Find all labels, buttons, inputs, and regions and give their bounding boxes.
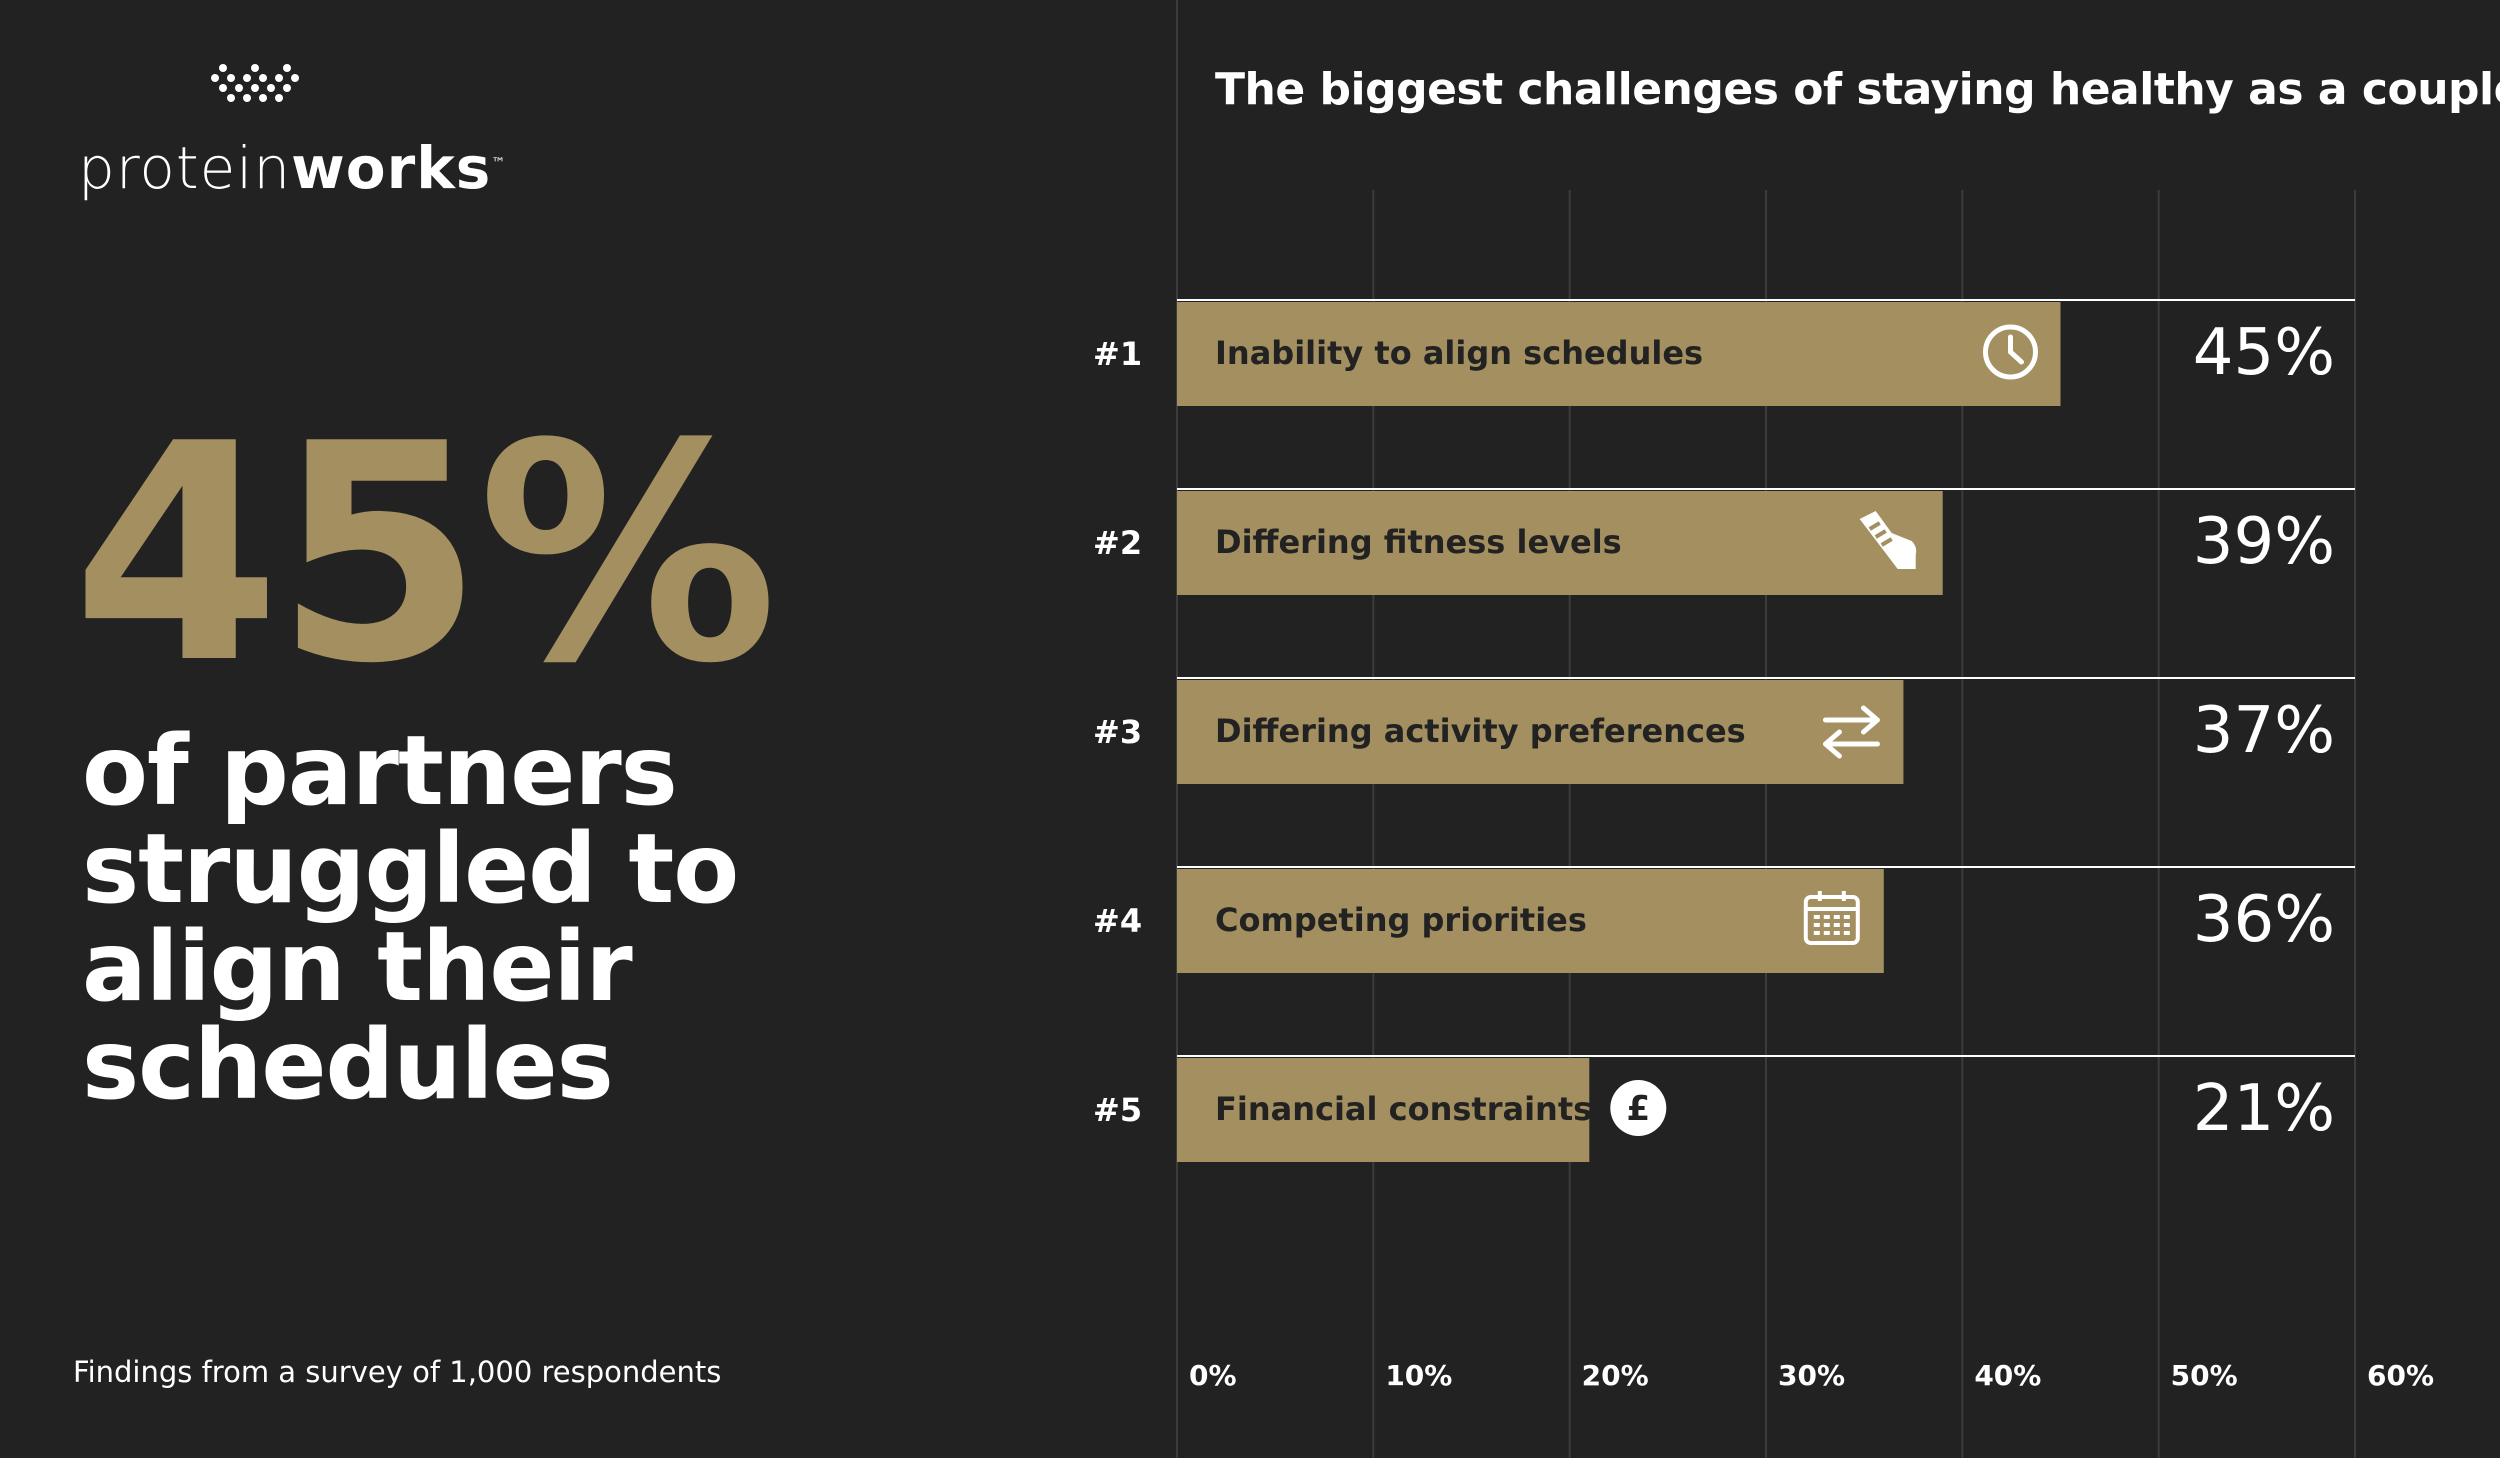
brand-logo: proteinworks™ — [78, 64, 505, 214]
x-tick-label: 0% — [1189, 1359, 1237, 1392]
swap-arrows-icon — [1822, 705, 1880, 759]
bar — [1177, 302, 2061, 406]
headline-stat: 45% — [72, 380, 778, 729]
x-tick-label: 60% — [2367, 1359, 2434, 1392]
bar-label: Differing fitness levels — [1215, 523, 1622, 561]
bar-label: Inability to align schedules — [1215, 334, 1703, 372]
bar — [1177, 680, 1904, 784]
value-label: 21% — [2193, 1072, 2335, 1146]
rank-label: #5 — [1093, 1091, 1142, 1129]
rank-label: #1 — [1093, 335, 1142, 373]
brand-name-light: protein — [78, 134, 292, 202]
brand-name-bold: works — [291, 134, 492, 202]
rank-label: #4 — [1093, 902, 1142, 940]
bar — [1177, 491, 1943, 595]
calendar-icon — [1803, 891, 1860, 945]
value-label: 45% — [2193, 316, 2335, 390]
bar-label: Differing activity preferences — [1215, 712, 1746, 750]
brand-wordmark: proteinworks™ — [78, 134, 506, 202]
rank-label: #2 — [1093, 524, 1142, 562]
rank-label: #3 — [1093, 713, 1142, 751]
headline-text: of partners struggled to align their sch… — [82, 715, 739, 1121]
logo-dots-icon — [211, 64, 299, 102]
x-tick-label: 50% — [2171, 1359, 2238, 1392]
chart-title: The biggest challenges of staying health… — [1215, 64, 2500, 115]
bar-label: Competing priorities — [1215, 901, 1587, 939]
clock-icon — [1983, 324, 2038, 380]
survey-footnote: Findings from a survey of 1,000 responde… — [73, 1355, 722, 1389]
x-tick-label: 20% — [1582, 1359, 1649, 1392]
brand-trademark: ™ — [491, 155, 507, 172]
value-label: 36% — [2193, 883, 2335, 957]
bar-label: Financial constraints — [1215, 1090, 1592, 1128]
x-tick-label: 10% — [1385, 1359, 1452, 1392]
bar — [1177, 1058, 1590, 1162]
svg-text:£: £ — [1626, 1089, 1650, 1129]
bar — [1177, 869, 1884, 973]
pound-icon: £ — [1610, 1080, 1667, 1136]
value-label: 39% — [2193, 505, 2335, 579]
x-tick-label: 40% — [1974, 1359, 2041, 1392]
sneaker-icon — [1859, 511, 1917, 569]
x-tick-label: 30% — [1778, 1359, 1845, 1392]
value-label: 37% — [2193, 694, 2335, 768]
